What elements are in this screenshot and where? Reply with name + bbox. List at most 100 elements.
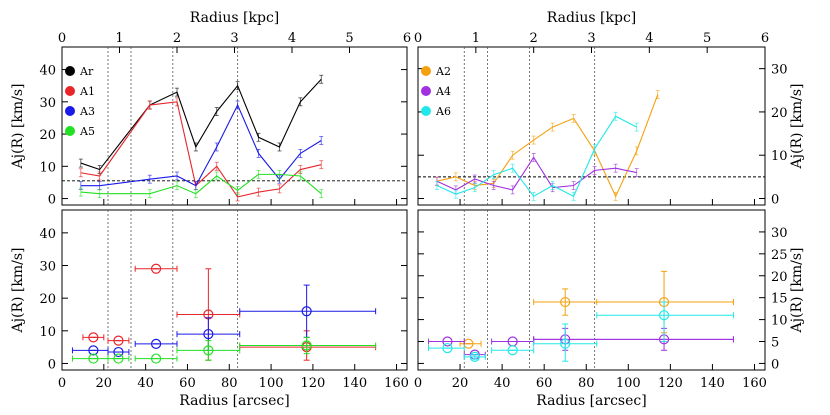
legend-label-A2: A2 <box>435 65 451 78</box>
x-tick-label: 0 <box>414 376 422 391</box>
legend-label-A6: A6 <box>435 105 451 118</box>
data-point-A3 <box>150 338 162 349</box>
data-point-A1 <box>150 263 162 274</box>
data-point-A3 <box>113 346 124 358</box>
y-axis-title: Aj(R) [km/s] <box>10 84 26 170</box>
top-tick-label: 0 <box>414 31 422 46</box>
x-tick-label: 40 <box>494 376 511 391</box>
y-tick-label: 0 <box>48 357 56 372</box>
series-line-Ar <box>80 78 322 171</box>
x-tick-label: 120 <box>300 376 325 391</box>
legend-marker-A2 <box>421 66 431 76</box>
y-axis-title: Aj(R) [km/s] <box>10 248 26 334</box>
legend-label-Ar: Ar <box>79 65 94 78</box>
top-tick-label: 4 <box>288 31 296 46</box>
top-tick-label: 0 <box>58 31 66 46</box>
top-tick-label: 3 <box>587 31 595 46</box>
y-tick-label: 10 <box>39 160 56 175</box>
x-tick-label: 40 <box>137 376 154 391</box>
y-tick-label: 0 <box>771 357 779 372</box>
data-point-A3 <box>203 328 214 340</box>
x-tick-label: 20 <box>96 376 113 391</box>
top-tick-label: 4 <box>645 31 653 46</box>
legend-label-A1: A1 <box>79 85 95 98</box>
data-point-A6 <box>507 345 518 356</box>
legend-label-A5: A5 <box>79 125 95 138</box>
data-point-A5 <box>203 345 214 356</box>
y-tick-label: 30 <box>39 96 56 111</box>
y-tick-label: 20 <box>771 106 788 121</box>
data-point-A6 <box>469 351 480 362</box>
legend-marker-A5 <box>65 126 75 136</box>
series-line-A6 <box>436 115 637 198</box>
y-axis-title: Aj(R) [km/s] <box>789 84 805 170</box>
data-point-A5 <box>88 353 99 364</box>
legend-label-A4: A4 <box>435 85 451 98</box>
y-tick-label: 25 <box>771 248 788 263</box>
y-tick-label: 10 <box>771 314 788 329</box>
x-tick-label: 160 <box>742 376 767 391</box>
x-axis-title: Radius [arcsec] <box>536 393 646 409</box>
y-tick-label: 30 <box>771 226 788 241</box>
top-tick-label: 2 <box>173 31 181 46</box>
data-point-A5 <box>301 340 312 351</box>
y-tick-label: 30 <box>771 63 788 78</box>
data-point-A5 <box>113 353 124 364</box>
y-tick-label: 0 <box>48 193 56 208</box>
y-tick-label: 5 <box>771 336 779 351</box>
data-point-A1 <box>88 332 99 343</box>
top-tick-label: 1 <box>472 31 480 46</box>
top-tick-label: 5 <box>345 31 353 46</box>
legend-label-A3: A3 <box>79 105 95 118</box>
x-tick-label: 140 <box>342 376 367 391</box>
series-line-A2 <box>436 94 659 198</box>
x-axis-title: Radius [arcsec] <box>179 393 289 409</box>
y-tick-label: 40 <box>39 227 56 242</box>
x-tick-label: 100 <box>259 376 284 391</box>
x-tick-label: 140 <box>700 376 725 391</box>
top-tick-label: 1 <box>115 31 123 46</box>
legend-marker-A6 <box>421 106 431 116</box>
x-tick-label: 0 <box>58 376 66 391</box>
y-axis-title: Aj(R) [km/s] <box>789 248 805 334</box>
y-tick-label: 20 <box>39 128 56 143</box>
x-tick-label: 160 <box>384 376 409 391</box>
top-tick-label: 2 <box>530 31 538 46</box>
legend-marker-A1 <box>65 86 75 96</box>
data-point-A3 <box>301 306 312 317</box>
panel-frame <box>61 46 408 206</box>
x-tick-label: 60 <box>536 376 553 391</box>
y-tick-label: 40 <box>39 64 56 79</box>
legend-marker-A4 <box>421 86 431 96</box>
top-tick-label: 5 <box>703 31 711 46</box>
data-point-A6 <box>560 338 571 349</box>
data-point-A4 <box>442 336 453 347</box>
data-point-A3 <box>88 345 99 356</box>
top-tick-label: 3 <box>230 31 238 46</box>
y-tick-label: 30 <box>39 260 56 275</box>
y-tick-label: 10 <box>39 325 56 340</box>
x-tick-label: 100 <box>616 376 641 391</box>
top-axis-title: Radius [kpc] <box>547 10 637 26</box>
data-point-A6 <box>658 310 670 321</box>
x-tick-label: 120 <box>658 376 683 391</box>
series-line-A1 <box>80 101 322 198</box>
top-axis-title: Radius [kpc] <box>190 10 280 26</box>
x-tick-label: 80 <box>578 376 595 391</box>
legend-marker-A3 <box>65 106 75 116</box>
top-tick-label: 6 <box>761 31 769 46</box>
data-point-A1 <box>113 335 124 346</box>
y-tick-label: 0 <box>771 193 779 208</box>
data-point-A6 <box>442 342 453 354</box>
y-tick-label: 10 <box>771 149 788 164</box>
x-tick-label: 80 <box>221 376 238 391</box>
data-point-A2 <box>560 296 571 308</box>
panel-frame <box>61 209 408 371</box>
panel-frame <box>417 209 766 371</box>
data-point-A5 <box>150 353 162 364</box>
series-line-A3 <box>80 103 322 187</box>
series-line-A4 <box>436 156 637 191</box>
y-tick-label: 15 <box>771 292 788 307</box>
y-tick-label: 20 <box>771 270 788 285</box>
